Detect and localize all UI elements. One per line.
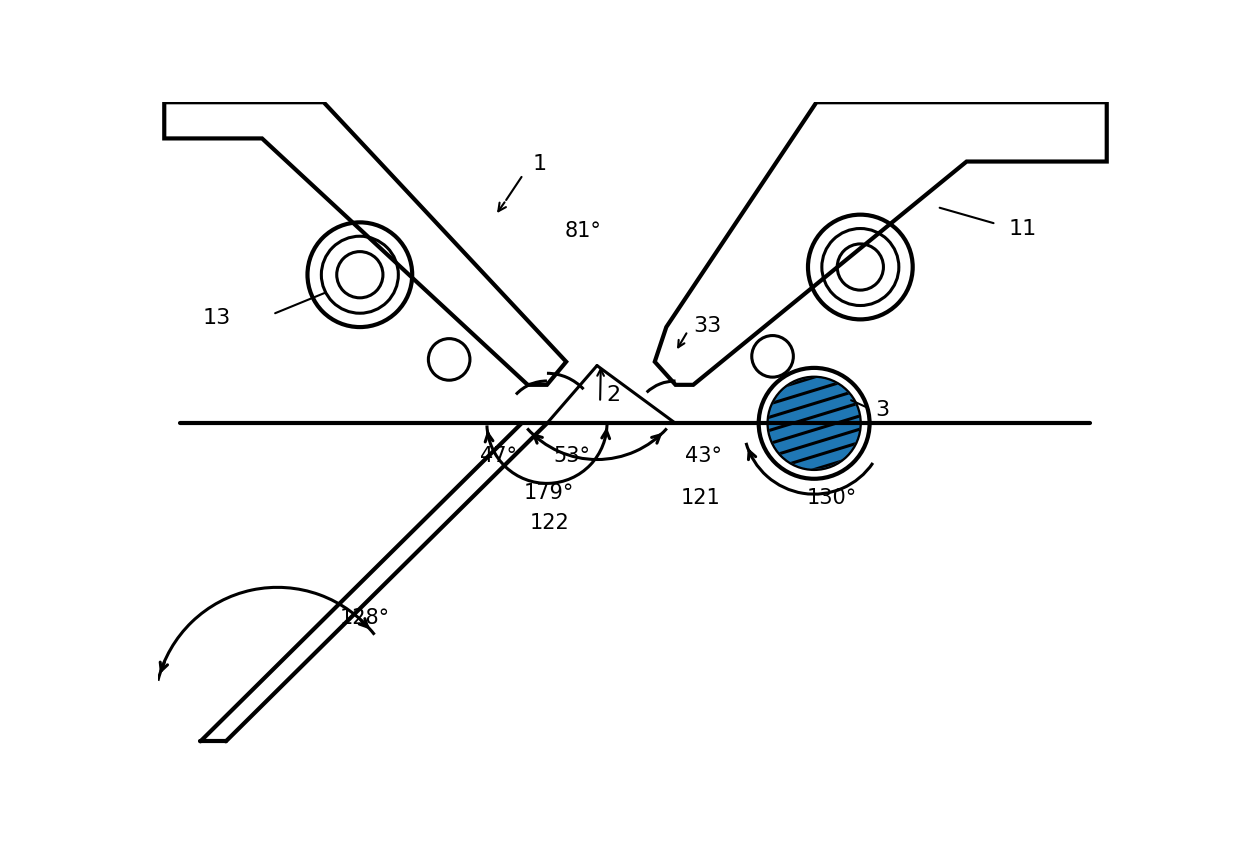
Text: 33: 33 (693, 315, 722, 336)
Text: 53°: 53° (554, 446, 591, 466)
Text: 2: 2 (606, 385, 620, 405)
Text: 81°: 81° (564, 221, 601, 241)
Text: 179°: 179° (525, 482, 574, 503)
Text: 130°: 130° (807, 488, 857, 508)
Text: 43°: 43° (684, 446, 722, 466)
Circle shape (769, 378, 859, 469)
Text: 3: 3 (875, 400, 890, 420)
Text: 121: 121 (681, 488, 720, 508)
Text: 13: 13 (203, 308, 231, 328)
Text: 128°: 128° (340, 608, 389, 628)
Text: 11: 11 (1009, 218, 1037, 239)
Text: 122: 122 (529, 514, 569, 533)
Text: 47°: 47° (480, 446, 517, 466)
Text: 1: 1 (532, 154, 547, 174)
